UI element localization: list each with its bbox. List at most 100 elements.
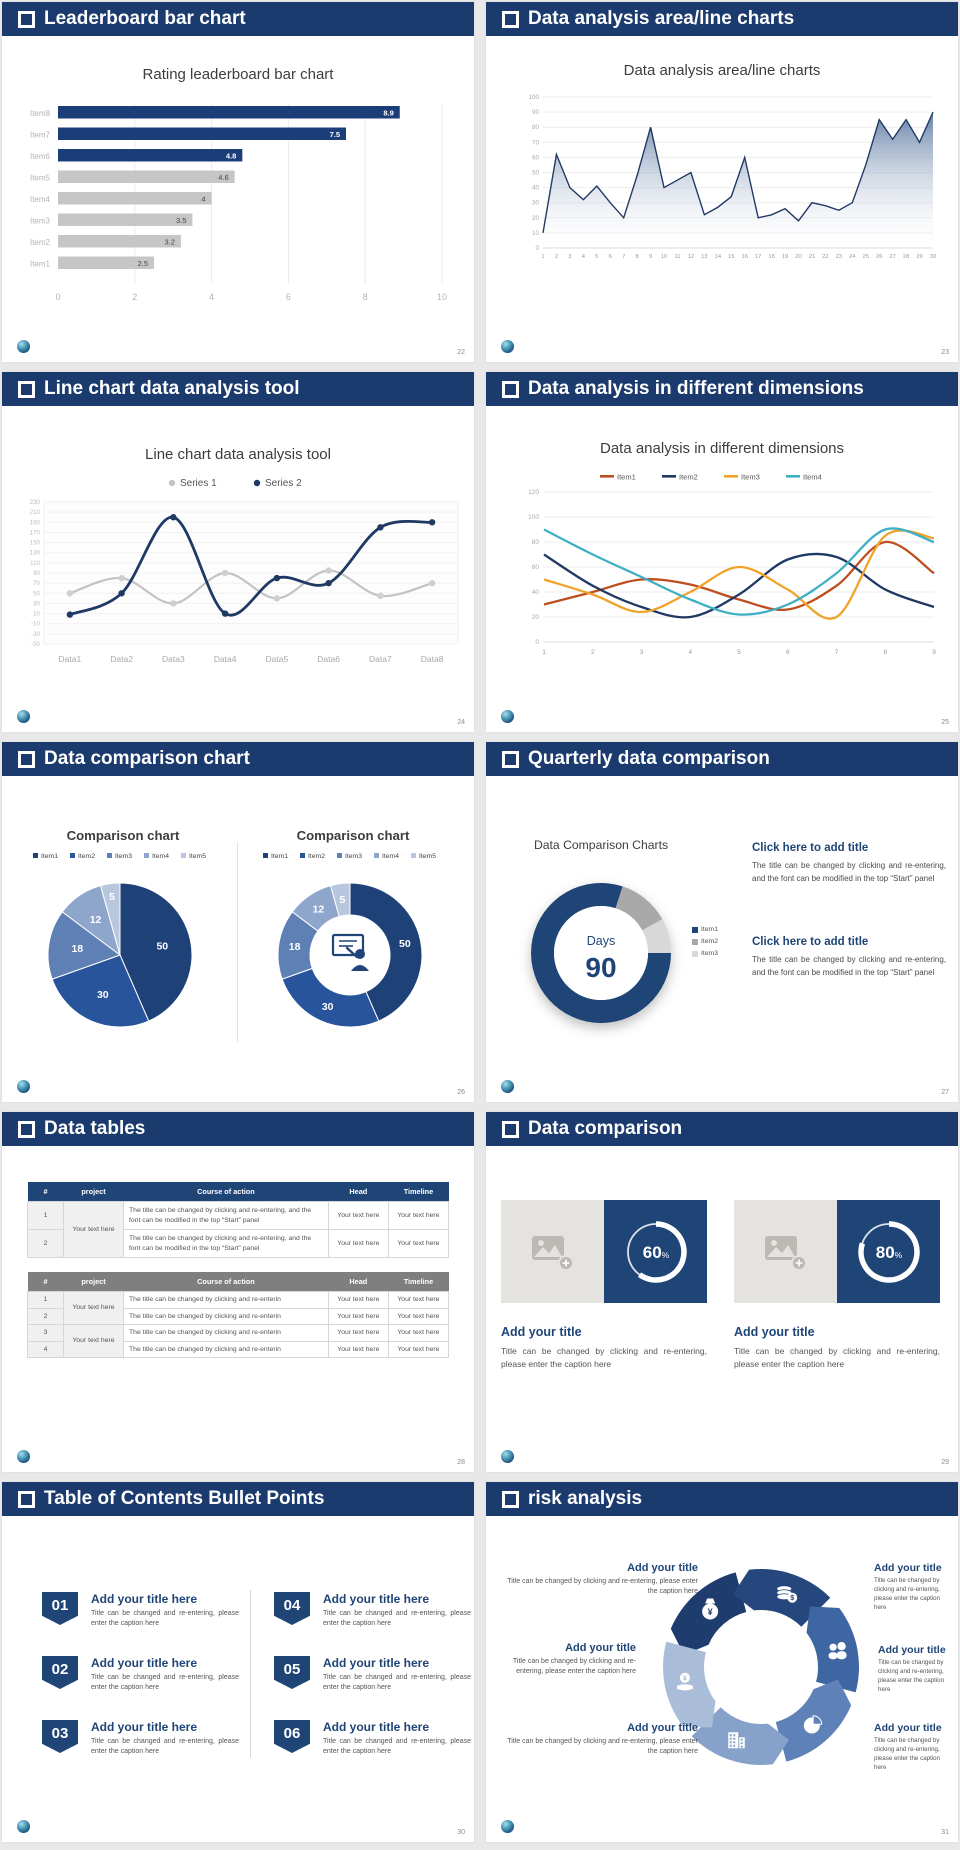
- toc-caption: Title can be changed and re-entering, pl…: [91, 1674, 239, 1692]
- square-bullet-icon: [502, 10, 519, 28]
- svg-text:18: 18: [289, 941, 301, 953]
- globe-logo: [501, 710, 514, 723]
- page-number: 22: [457, 349, 465, 356]
- svg-text:4: 4: [582, 254, 586, 260]
- comparison-card: 80% Add your title Title can be changed …: [734, 1200, 940, 1371]
- toc-number-badge: 06: [274, 1720, 310, 1753]
- svg-text:190: 190: [30, 519, 41, 526]
- globe-logo: [17, 1820, 30, 1833]
- toc-item: 02 Add your title here Title can be chan…: [42, 1656, 239, 1693]
- toc-item: 03 Add your title here Title can be chan…: [42, 1720, 239, 1757]
- slide-line-chart-tool[interactable]: Line chart data analysis tool Line chart…: [2, 372, 474, 732]
- svg-text:25: 25: [863, 254, 869, 260]
- svg-text:9: 9: [649, 254, 652, 260]
- slide-header: Quarterly data comparison: [486, 742, 958, 776]
- svg-text:30: 30: [322, 1001, 334, 1013]
- block-caption: Title can be changed by clicking and re-…: [507, 1738, 698, 1756]
- card-title: Add your title: [501, 1325, 582, 1339]
- svg-text:90: 90: [532, 109, 540, 116]
- svg-text:Item6: Item6: [30, 152, 51, 161]
- svg-text:Series 2: Series 2: [265, 478, 302, 489]
- svg-text:7: 7: [835, 649, 839, 656]
- svg-text:11: 11: [674, 254, 680, 260]
- page-number: 25: [941, 719, 949, 726]
- svg-text:Item2: Item2: [308, 853, 325, 860]
- svg-text:9: 9: [932, 649, 936, 656]
- svg-text:23: 23: [836, 254, 842, 260]
- svg-text:-50: -50: [31, 641, 41, 648]
- svg-text:Item1: Item1: [271, 853, 288, 860]
- slide-header: Data comparison: [486, 1112, 958, 1146]
- svg-text:Data4: Data4: [214, 654, 237, 664]
- svg-text:3: 3: [568, 254, 571, 260]
- progress-ring-80: 80%: [849, 1212, 929, 1292]
- svg-text:7.5: 7.5: [330, 130, 340, 139]
- image-placeholder-icon: [764, 1235, 807, 1271]
- chart-title: Data analysis area/line charts: [623, 62, 821, 79]
- slide-header: risk analysis: [486, 1482, 958, 1516]
- svg-text:5: 5: [339, 894, 345, 906]
- svg-text:1: 1: [542, 649, 546, 656]
- svg-text:Item2: Item2: [30, 238, 51, 247]
- svg-text:80%: 80%: [875, 1243, 902, 1262]
- svg-text:5: 5: [109, 891, 115, 903]
- block-body: The title can be changed by clicking and…: [752, 955, 946, 977]
- slide-header: Data comparison chart: [2, 742, 474, 776]
- slide-data-comparison-pies[interactable]: Data comparison chart Comparison chart I…: [2, 742, 474, 1102]
- block-caption: Title can be changed by clicking and re-…: [507, 1578, 698, 1596]
- risk-block: Add your title Title can be changed by c…: [498, 1562, 698, 1597]
- svg-text:50: 50: [532, 170, 540, 177]
- svg-text:¥: ¥: [683, 1675, 687, 1682]
- square-bullet-icon: [502, 1120, 519, 1138]
- slide-multi-dimension-lines[interactable]: Data analysis in different dimensions Da…: [486, 372, 958, 732]
- toc-title: Add your title here: [323, 1592, 430, 1606]
- svg-text:13: 13: [701, 254, 707, 260]
- slide-data-tables[interactable]: Data tables # project Course of action Head…: [2, 1112, 474, 1472]
- comparison-card: 60% Add your title Title can be changed …: [501, 1200, 707, 1371]
- slide-toc-bullets[interactable]: Table of Contents Bullet Points 01 Add y…: [2, 1482, 474, 1842]
- toc-title: Add your title here: [91, 1656, 198, 1670]
- slide-quarterly-comparison[interactable]: Quarterly data comparison Data Compariso…: [486, 742, 958, 1102]
- toc-number-badge: 03: [42, 1720, 78, 1753]
- svg-text:8: 8: [636, 254, 639, 260]
- slide-area-line-chart[interactable]: Data analysis area/line charts Data anal…: [486, 2, 958, 362]
- card-caption: Title can be changed by clicking and re-…: [501, 1346, 707, 1369]
- divider: [250, 1590, 251, 1758]
- slide-header: Data analysis area/line charts: [486, 2, 958, 36]
- leaderboard-bar-chart: 0 2 4 6 8 10 Item8 8.9 Item7 7.5 Item6 4.8 Item5 4.6 I…: [2, 100, 474, 312]
- svg-text:8: 8: [363, 292, 368, 302]
- svg-text:19: 19: [782, 254, 788, 260]
- svg-text:5: 5: [737, 649, 741, 656]
- svg-text:1: 1: [541, 254, 544, 260]
- square-bullet-icon: [502, 750, 519, 768]
- svg-text:16: 16: [741, 254, 747, 260]
- square-bullet-icon: [18, 10, 35, 28]
- square-bullet-icon: [18, 1120, 35, 1138]
- chart-legend: Item1 Item2 Item3: [692, 926, 718, 957]
- multi-line-chart: Item1 Item2 Item3 Item4 0 20 40 60 80 100 120 1 2 3 4 5…: [486, 466, 958, 668]
- svg-text:2.5: 2.5: [138, 259, 148, 268]
- toc-item: 06 Add your title here Title can be chan…: [274, 1720, 471, 1757]
- block-title: Add your title: [874, 1722, 942, 1734]
- svg-text:70: 70: [532, 139, 540, 146]
- svg-text:60: 60: [532, 154, 540, 161]
- svg-text:3: 3: [640, 649, 644, 656]
- slide-leaderboard-bar-chart[interactable]: Leaderboard bar chart Rating leaderboard…: [2, 2, 474, 362]
- slide-risk-analysis[interactable]: risk analysis ¥ $ ¥ Add your title Title c…: [486, 1482, 958, 1842]
- svg-text:¥: ¥: [708, 1607, 713, 1617]
- svg-text:Item3: Item3: [345, 853, 362, 860]
- svg-text:80: 80: [532, 539, 540, 546]
- slide-header-title: Data comparison chart: [44, 748, 250, 769]
- square-bullet-icon: [18, 380, 35, 398]
- slide-header-title: Line chart data analysis tool: [44, 378, 300, 399]
- block-caption: Title can be changed by clicking and re-…: [874, 1737, 941, 1771]
- svg-text:Item4: Item4: [382, 853, 399, 860]
- card-title: Add your title: [734, 1325, 815, 1339]
- svg-text:6: 6: [786, 649, 790, 656]
- data-tables: # project Course of action Head Timeline 1 You…: [27, 1182, 450, 1372]
- toc-caption: Title can be changed and re-entering, pl…: [91, 1738, 239, 1756]
- page-number: 29: [941, 1459, 949, 1466]
- slide-data-comparison-cards[interactable]: Data comparison 60% Add your title: [486, 1112, 958, 1472]
- svg-text:2: 2: [591, 649, 595, 656]
